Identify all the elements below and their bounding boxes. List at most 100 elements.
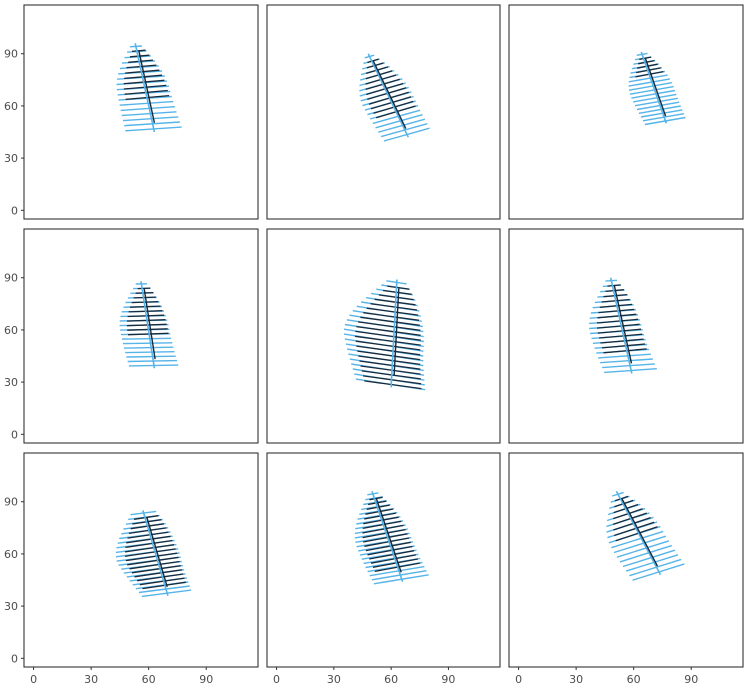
predicted-spine [640,51,668,124]
observed-line [603,348,647,354]
observed-line [372,558,418,568]
predicted-line [121,111,177,117]
predicted-line [375,114,423,129]
observed-line [131,565,181,574]
predicted-line [625,554,679,572]
observed-line [355,335,421,346]
observed-line [125,552,178,562]
observed-line [360,316,420,326]
observed-line [356,325,421,336]
panel-frame [23,452,259,668]
y-tick-label: 0 [11,428,18,441]
observed-line [127,332,169,336]
predicted-line [127,359,178,363]
predicted-line [633,93,677,103]
x-tick-label: 90 [684,673,698,686]
panel-1: 0 30 60 90 [4,4,259,220]
observed-line [131,49,146,53]
x-tick-label: 0 [273,673,280,686]
observed-line [129,560,180,570]
observed-line [369,550,415,560]
panel-6 [508,228,744,444]
panel-7: 0 30 60 90 0 30 60 90 [4,452,259,686]
observed-spine [613,285,633,364]
observed-line [357,350,421,361]
observed-spine [621,498,659,567]
observed-line [126,64,157,69]
observed-line [134,569,182,578]
observed-line [639,56,652,61]
panel-8: 0 30 60 90 [266,452,501,686]
x-tick-label: 30 [569,673,583,686]
predicted-line [125,351,175,354]
predicted-line [636,101,680,111]
predicted-line [602,363,655,369]
panels-layer: 0 30 60 90 0 30 60 90 0 30 60 90 0 30 60 90 0 30 60 90 0 30 60… [4,4,744,686]
predicted-line [121,337,172,340]
predicted-line [616,540,670,558]
observed-spine [143,288,156,360]
x-tick-label: 60 [142,673,156,686]
observed-line [124,544,175,553]
y-tick-label: 60 [4,100,18,113]
predicted-line [629,558,682,577]
observed-line [356,345,421,356]
observed-line [600,338,644,344]
observed-line [607,284,621,287]
x-tick-label: 60 [627,673,641,686]
observed-line [366,307,419,316]
predicted-line [371,570,427,581]
panel-frame [266,4,501,220]
observed-line [133,296,156,299]
panel-3 [508,4,744,220]
x-tick-label: 30 [327,673,341,686]
x-tick-label: 60 [384,673,398,686]
observed-line [128,527,167,535]
y-tick-label: 90 [4,496,18,509]
observed-line [613,516,651,531]
observed-line [137,287,151,290]
x-tick-label: 0 [30,673,37,686]
observed-line [387,285,410,290]
observed-line [596,318,639,324]
predicted-spine [367,53,410,138]
observed-line [355,340,421,351]
observed-line [605,289,624,293]
predicted-spine [371,491,404,582]
x-tick-label: 90 [441,673,455,686]
observed-line [597,323,640,329]
observed-line [599,303,633,308]
predicted-line [600,358,653,364]
observed-spine [138,50,156,123]
y-tick-label: 90 [4,48,18,61]
observed-line [133,515,159,520]
observed-spine [372,60,407,129]
y-tick-label: 90 [4,272,18,285]
observed-line [362,528,406,539]
observed-spine [393,288,400,376]
observed-line [383,289,412,295]
observed-line [367,58,379,64]
observed-line [355,330,421,341]
predicted-line [613,535,667,554]
y-tick-label: 30 [4,152,18,165]
predicted-line [123,346,174,349]
observed-line [369,496,383,501]
observed-line [612,512,648,526]
observed-spine [644,58,667,117]
panel-frame [23,4,259,220]
predicted-line [629,85,674,95]
observed-line [601,343,646,349]
predicted-line [122,116,179,122]
observed-line [599,333,643,339]
observed-line [370,554,417,564]
predicted-line [628,74,668,83]
predicted-line [628,82,673,91]
observed-line [362,524,404,534]
panel-2 [266,4,501,220]
predicted-spine [140,281,156,369]
predicted-spine [615,490,662,576]
observed-line [362,520,402,530]
predicted-spine [609,277,633,374]
